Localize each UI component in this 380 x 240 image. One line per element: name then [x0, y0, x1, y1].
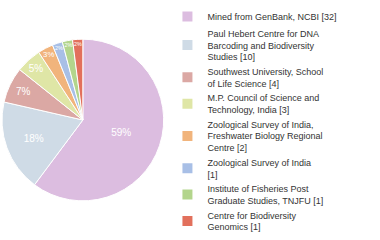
svg-text:3%: 3%: [43, 50, 54, 59]
svg-text:2%: 2%: [55, 45, 63, 51]
svg-text:5%: 5%: [29, 63, 44, 74]
svg-text:2%: 2%: [74, 41, 82, 47]
svg-text:Mined from GenBank, NCBI [32]: Mined from GenBank, NCBI [32]: [207, 12, 336, 22]
svg-text:Zoological Survey of India,Fre: Zoological Survey of India,Freshwater Bi…: [207, 120, 322, 153]
svg-text:Zoological Survey of India[1]: Zoological Survey of India[1]: [207, 158, 311, 180]
svg-text:Institute of Fisheries PostGra: Institute of Fisheries PostGraduate Stud…: [207, 184, 323, 206]
svg-text:59%: 59%: [111, 127, 131, 138]
svg-text:Southwest University, Schoolof: Southwest University, Schoolof Life Scie…: [207, 67, 323, 89]
svg-text:M.P. Council of Science andTec: M.P. Council of Science andTechnology, I…: [207, 93, 319, 115]
svg-text:7%: 7%: [16, 86, 31, 97]
svg-text:18%: 18%: [24, 133, 44, 144]
svg-text:Centre for BiodiversityGenomic: Centre for BiodiversityGenomics [1]: [207, 211, 296, 233]
svg-text:2%: 2%: [64, 42, 72, 48]
svg-text:Paul Hebert Centre for DNABarc: Paul Hebert Centre for DNABarcoding and …: [207, 29, 319, 62]
